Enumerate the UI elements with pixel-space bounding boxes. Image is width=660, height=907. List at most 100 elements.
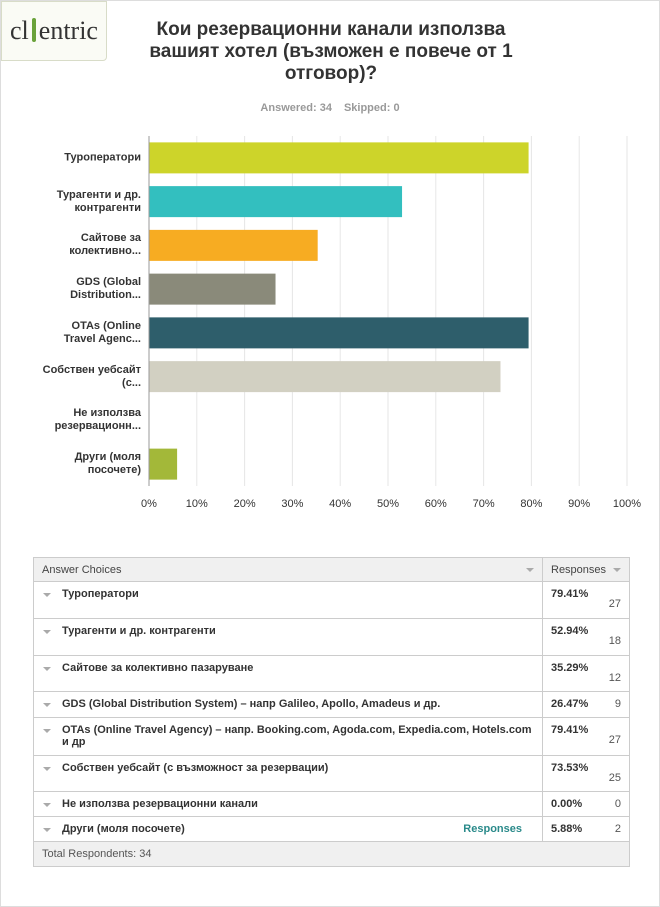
x-tick-label: 10%	[186, 498, 208, 510]
table-row: Собствен уебсайт (с възможност за резерв…	[33, 755, 630, 792]
header-text: Answer Choices	[42, 563, 122, 576]
category-label: OTAs (Online Travel Agenc...	[63, 319, 141, 345]
expand-arrow[interactable]	[43, 803, 51, 807]
percent: 0.00%	[551, 798, 583, 810]
expand-arrow[interactable]	[43, 667, 51, 671]
expand-arrow[interactable]	[43, 767, 51, 771]
count: 12	[608, 672, 621, 684]
response-cell: 79.41% 27	[542, 581, 630, 619]
response-cell: 0.00% 0	[542, 791, 630, 817]
category-label: Не използва резервационн...	[54, 407, 141, 433]
x-tick-label: 0%	[141, 498, 157, 510]
expand-arrow[interactable]	[43, 630, 51, 634]
percent: 35.29%	[551, 662, 589, 674]
x-tick-label: 70%	[473, 498, 495, 510]
count: 2	[614, 823, 621, 835]
response-cell: 35.29% 12	[542, 655, 630, 692]
x-tick-label: 30%	[281, 498, 303, 510]
logo-icon	[31, 18, 36, 42]
x-tick-label: 20%	[234, 498, 256, 510]
table-header: Answer Choices Responses	[33, 557, 630, 582]
expand-arrow[interactable]	[43, 828, 51, 832]
bar	[149, 361, 501, 393]
stats: Answered: 34 Skipped: 0	[1, 102, 659, 114]
logo-text: entric	[38, 16, 98, 45]
choice-cell: Сайтове за колективно пазаруване	[33, 655, 543, 692]
logo: cl entric	[1, 1, 107, 61]
choice-cell: OTAs (Online Travel Agency) – напр. Book…	[33, 717, 543, 756]
responses-link[interactable]: Responses	[463, 823, 522, 835]
header-cell[interactable]: Answer Choices	[33, 557, 543, 582]
choice-cell: Турагенти и др. контрагенти	[33, 618, 543, 656]
category-label: Туроператори	[64, 151, 141, 164]
category-label: Собствен уебсайт (с...	[42, 363, 141, 389]
choice-text: Други (моля посочете)	[62, 823, 185, 835]
table-row: Сайтове за колективно пазаруване 35.29% 12	[33, 655, 630, 692]
count: 9	[614, 698, 621, 710]
percent: 79.41%	[551, 724, 589, 736]
answers-table: Answer Choices Responses Туроператори 79.…	[33, 557, 630, 867]
percent: 52.94%	[551, 625, 589, 637]
sort-arrow	[526, 568, 534, 572]
category-label: Турагенти и др. контрагенти	[56, 188, 141, 214]
table-row: Други (моля посочете) Responses 5.88% 2	[33, 816, 630, 842]
x-tick-label: 80%	[520, 498, 542, 510]
stat: Skipped: 0	[343, 102, 400, 114]
bar	[149, 142, 529, 174]
response-cell: 5.88% 2	[542, 816, 630, 842]
response-cell: 79.41% 27	[542, 717, 630, 756]
category-label: GDS (Global Distribution...	[70, 276, 141, 302]
percent: 26.47%	[551, 698, 589, 710]
x-tick-label: 100%	[613, 498, 641, 510]
count: 27	[608, 734, 621, 746]
table-row: GDS (Global Distribution System) – напр …	[33, 691, 630, 718]
bar	[149, 186, 403, 218]
bar	[149, 273, 276, 305]
header-cell[interactable]: Responses	[542, 557, 630, 582]
bar	[149, 229, 318, 261]
choice-text: Сайтове за колективно пазаруване	[62, 662, 254, 674]
table-footer: Total Respondents: 34	[33, 841, 630, 867]
choice-cell: GDS (Global Distribution System) – напр …	[33, 691, 543, 718]
table-row: Не използва резервационни канали 0.00% 0	[33, 791, 630, 817]
table-row: OTAs (Online Travel Agency) – напр. Book…	[33, 717, 630, 756]
sort-arrow	[613, 568, 621, 572]
header-text: Responses	[551, 563, 607, 576]
choice-cell: Не използва резервационни канали	[33, 791, 543, 817]
category-label: Други (моля посочете)	[74, 451, 141, 477]
choice-cell: Други (моля посочете) Responses	[33, 816, 543, 842]
percent: 73.53%	[551, 762, 589, 774]
choice-text: GDS (Global Distribution System) – напр …	[62, 698, 441, 710]
bar	[149, 317, 529, 349]
count: 25	[608, 772, 621, 784]
chart: 0% 10% 20% 30% 40% 50% 60% 70% 80% 90% 100%	[141, 136, 641, 510]
expand-arrow[interactable]	[43, 729, 51, 733]
response-cell: 73.53% 25	[542, 755, 630, 792]
response-cell: 52.94% 18	[542, 618, 630, 656]
choice-cell: Туроператори	[33, 581, 543, 619]
choice-text: Туроператори	[62, 588, 139, 600]
count: 18	[608, 635, 621, 647]
expand-arrow[interactable]	[43, 703, 51, 707]
expand-arrow[interactable]	[43, 593, 51, 597]
percent: 79.41%	[551, 588, 589, 600]
table-row: Турагенти и др. контрагенти 52.94% 18	[33, 618, 630, 656]
x-tick-label: 60%	[425, 498, 447, 510]
stat: Answered: 34	[260, 102, 332, 114]
logo-text: cl	[10, 16, 29, 45]
count: 0	[614, 798, 621, 810]
chart-title: Кои резервационни канали използва вашият…	[149, 19, 513, 84]
table-row: Туроператори 79.41% 27	[33, 581, 630, 619]
choice-cell: Собствен уебсайт (с възможност за резерв…	[33, 755, 543, 792]
x-tick-label: 50%	[377, 498, 399, 510]
x-tick-label: 40%	[329, 498, 351, 510]
choice-text: Не използва резервационни канали	[62, 798, 258, 810]
count: 27	[608, 598, 621, 610]
category-label: Сайтове за колективно...	[69, 232, 141, 258]
response-cell: 26.47% 9	[542, 691, 630, 718]
x-tick-label: 90%	[568, 498, 590, 510]
bar	[149, 448, 178, 480]
choice-text: Турагенти и др. контрагенти	[62, 625, 216, 637]
percent: 5.88%	[551, 823, 583, 835]
